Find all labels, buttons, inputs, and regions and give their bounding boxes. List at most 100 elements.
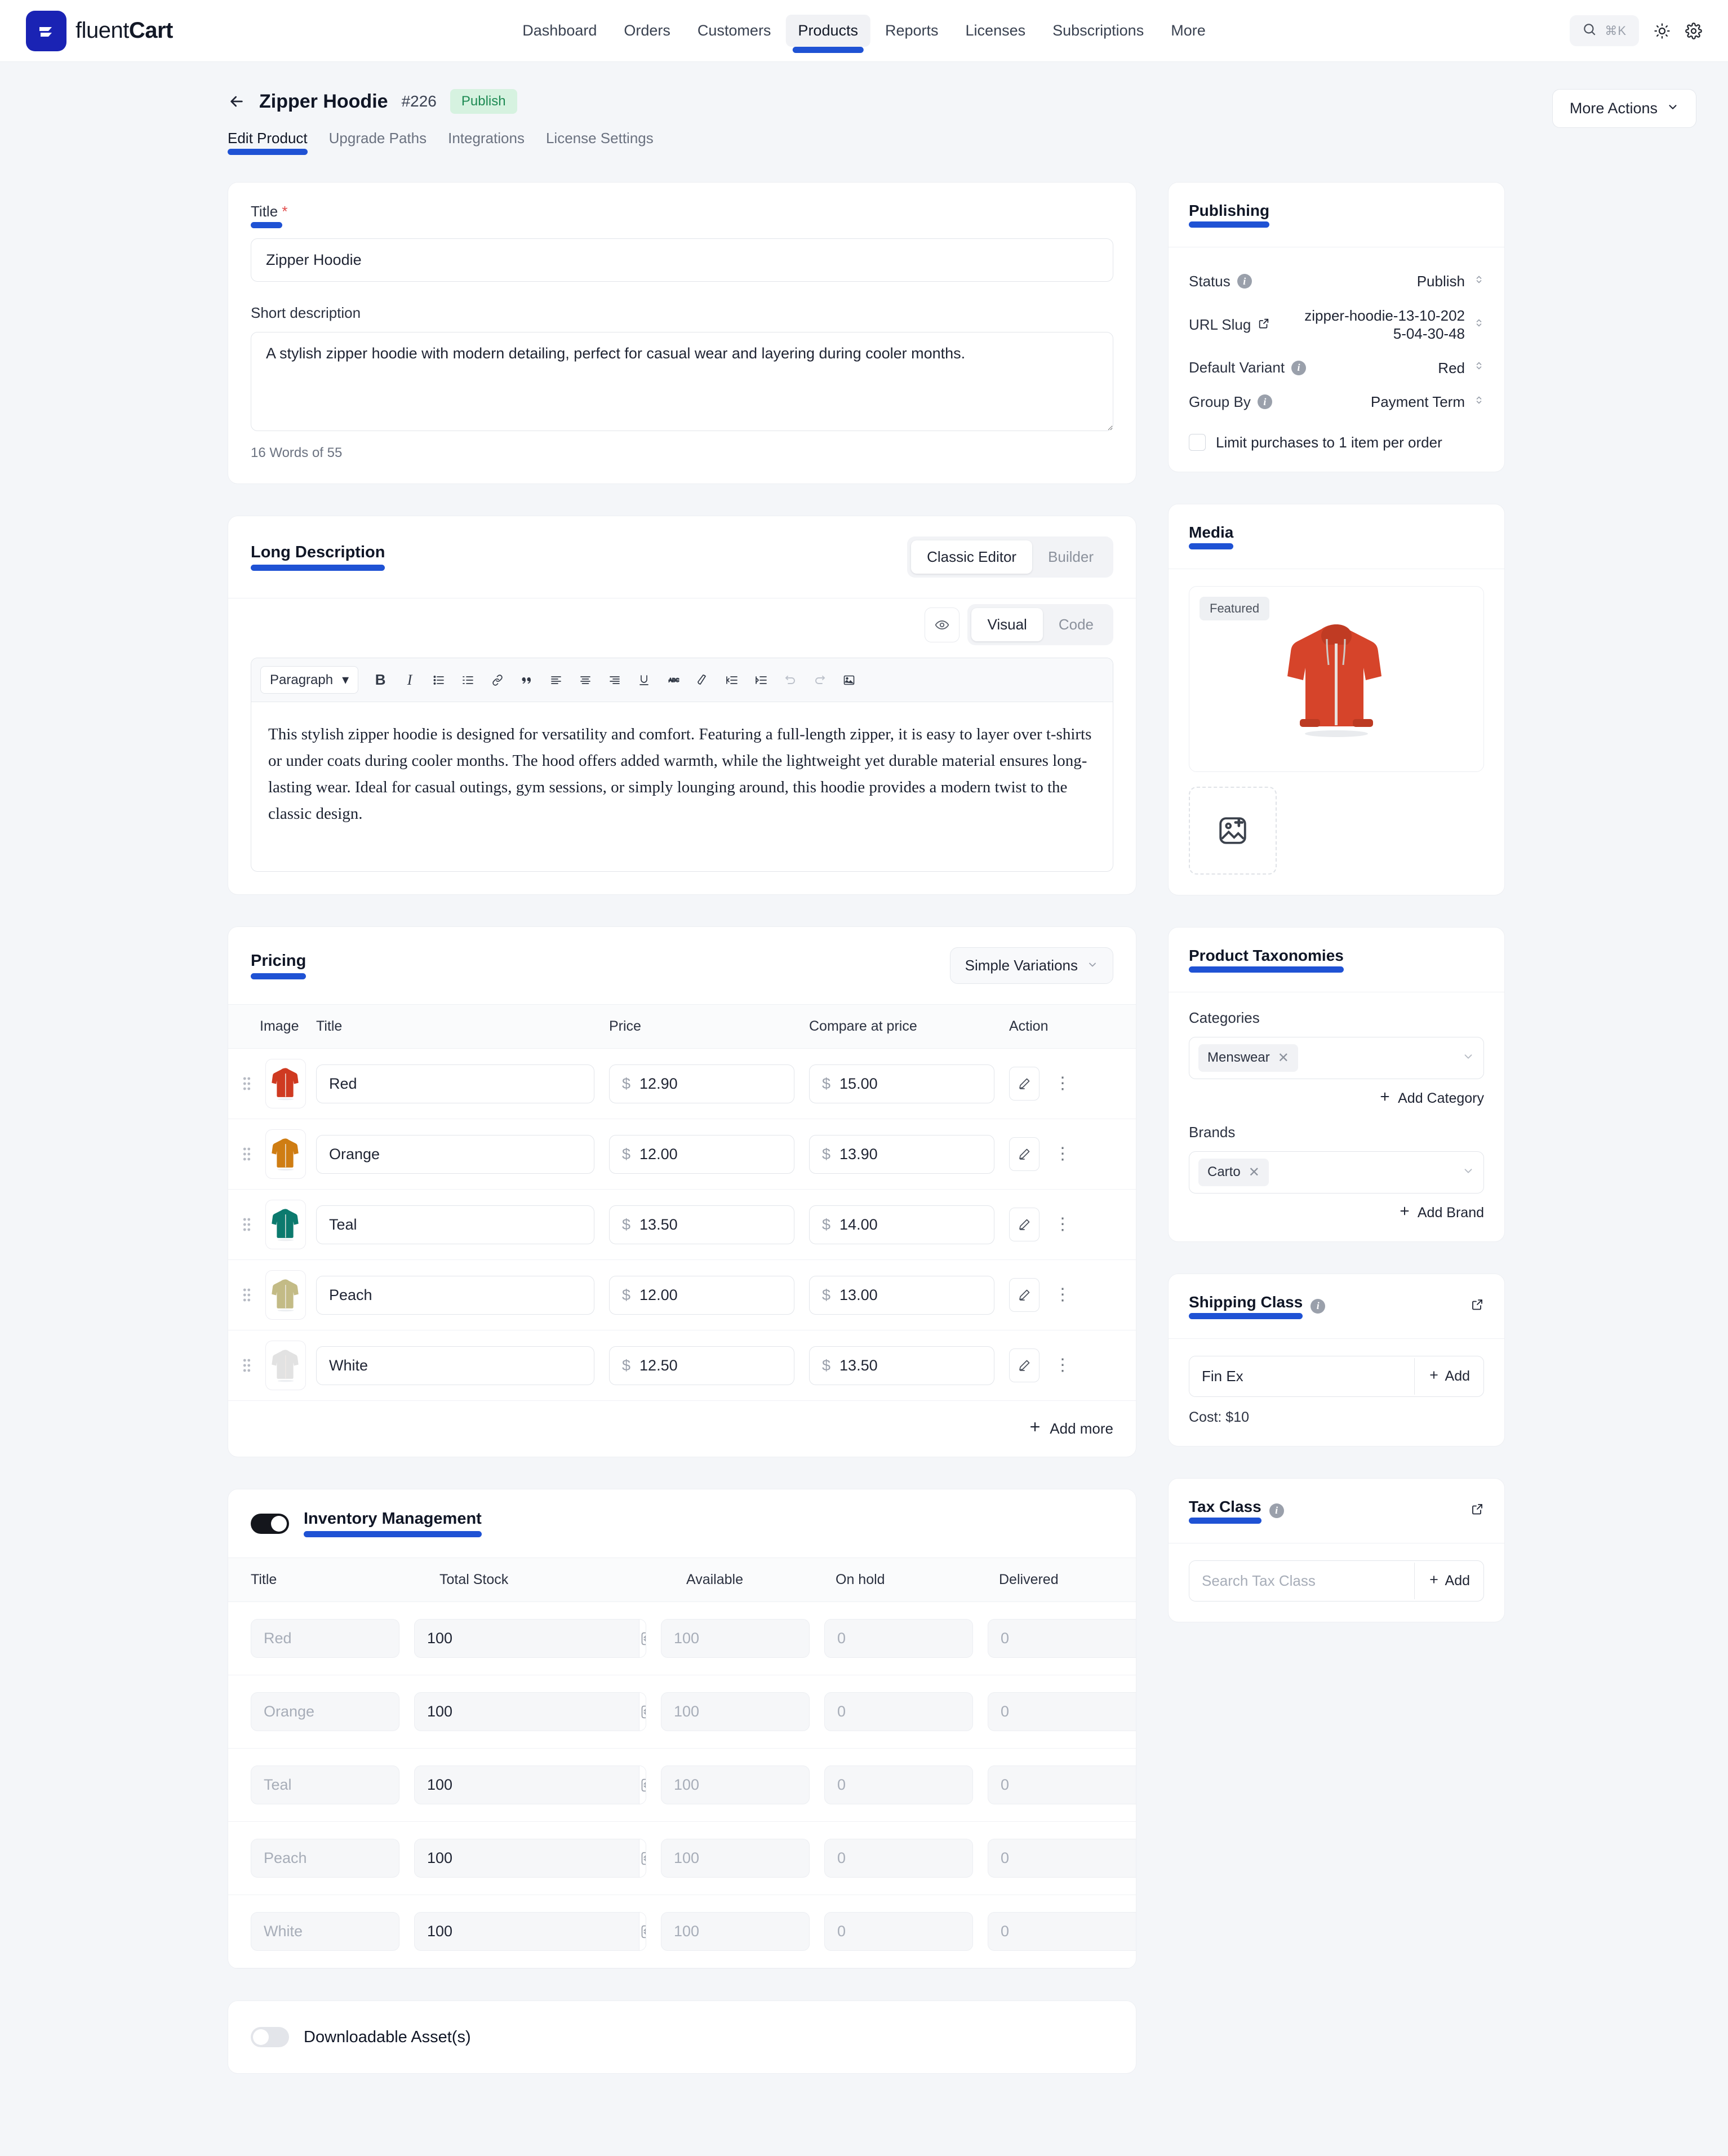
edit-variant-icon[interactable] (1009, 1137, 1040, 1171)
add-brand-button[interactable]: Add Brand (1189, 1205, 1484, 1221)
outdent-icon[interactable] (719, 667, 745, 693)
variant-compare-input[interactable] (839, 1276, 981, 1314)
drag-handle-icon[interactable] (228, 1146, 265, 1163)
variant-price-field[interactable]: $ (609, 1064, 794, 1103)
visual-view-option[interactable]: Visual (971, 608, 1043, 641)
variant-title-input[interactable] (316, 1275, 594, 1315)
variant-compare-field[interactable]: $ (809, 1275, 994, 1315)
total-stock-field[interactable] (414, 1839, 646, 1878)
nav-item-dashboard[interactable]: Dashboard (522, 22, 597, 39)
editor-content-area[interactable]: This stylish zipper hoodie is designed f… (251, 702, 1113, 871)
tab-edit-product[interactable]: Edit Product (228, 130, 308, 155)
nav-item-orders[interactable]: Orders (624, 22, 670, 39)
total-stock-field[interactable] (414, 1765, 646, 1804)
align-right-icon[interactable] (602, 667, 628, 693)
variant-price-field[interactable]: $ (609, 1346, 794, 1385)
total-stock-field[interactable] (414, 1619, 646, 1658)
total-stock-input[interactable] (415, 1839, 639, 1877)
stock-stepper-icon[interactable] (639, 1913, 646, 1950)
stock-stepper-icon[interactable] (639, 1839, 646, 1877)
variant-kebab-menu-icon[interactable]: ⋮ (1054, 1144, 1071, 1163)
variant-compare-input[interactable] (839, 1346, 981, 1385)
add-category-button[interactable]: Add Category (1189, 1090, 1484, 1107)
short-description-textarea[interactable]: A stylish zipper hoodie with modern deta… (251, 332, 1113, 431)
variant-thumbnail[interactable] (265, 1059, 306, 1108)
redo-icon[interactable] (807, 667, 833, 693)
variant-thumbnail[interactable] (265, 1341, 306, 1390)
variant-compare-field[interactable]: $ (809, 1134, 994, 1174)
variant-compare-field[interactable]: $ (809, 1205, 994, 1244)
tax-add-button[interactable]: Add (1414, 1562, 1483, 1599)
variant-thumbnail[interactable] (265, 1200, 306, 1249)
variant-compare-input[interactable] (839, 1064, 981, 1103)
remove-category-icon[interactable]: ✕ (1277, 1050, 1289, 1066)
external-link-icon[interactable] (1258, 316, 1270, 334)
variant-title-input[interactable] (316, 1134, 594, 1174)
featured-media-item[interactable]: Featured (1189, 585, 1484, 772)
paragraph-format-select[interactable]: Paragraph ▾ (260, 666, 359, 694)
strikethrough-icon[interactable]: ABC (660, 667, 686, 693)
default-variant-select[interactable]: Red (1438, 359, 1484, 378)
tax-external-link-icon[interactable] (1471, 1502, 1484, 1519)
align-center-icon[interactable] (572, 667, 598, 693)
code-view-option[interactable]: Code (1058, 616, 1094, 633)
status-select[interactable]: Publish (1417, 272, 1484, 291)
inventory-management-toggle[interactable] (251, 1513, 289, 1534)
add-more-variation-button[interactable]: Add more (228, 1401, 1136, 1457)
stock-stepper-icon[interactable] (639, 1620, 646, 1657)
info-icon[interactable]: i (1257, 394, 1272, 410)
align-left-icon[interactable] (543, 667, 569, 693)
downloadable-assets-toggle[interactable] (251, 2027, 289, 2047)
brands-select[interactable]: Carto ✕ (1189, 1151, 1484, 1194)
blockquote-icon[interactable] (514, 667, 540, 693)
total-stock-field[interactable] (414, 1912, 646, 1951)
remove-brand-icon[interactable]: ✕ (1248, 1164, 1260, 1180)
back-arrow-icon[interactable] (228, 92, 246, 110)
builder-option[interactable]: Builder (1048, 548, 1094, 565)
variant-price-input[interactable] (639, 1135, 781, 1173)
total-stock-input[interactable] (415, 1913, 639, 1950)
insert-image-icon[interactable] (836, 667, 862, 693)
drag-handle-icon[interactable] (228, 1216, 265, 1233)
tab-upgrade-paths[interactable]: Upgrade Paths (328, 130, 427, 147)
variant-price-input[interactable] (639, 1346, 781, 1385)
total-stock-input[interactable] (415, 1620, 639, 1657)
theme-toggle-button[interactable] (1654, 23, 1671, 39)
clear-formatting-icon[interactable] (690, 667, 716, 693)
info-icon[interactable]: i (1237, 274, 1252, 289)
variant-price-input[interactable] (639, 1064, 781, 1103)
variant-compare-input[interactable] (839, 1135, 981, 1173)
shipping-class-input[interactable] (1189, 1356, 1414, 1396)
variant-thumbnail[interactable] (265, 1270, 306, 1320)
link-icon[interactable] (485, 667, 510, 693)
variant-price-field[interactable]: $ (609, 1134, 794, 1174)
variant-price-field[interactable]: $ (609, 1275, 794, 1315)
group-by-select[interactable]: Payment Term (1371, 393, 1484, 411)
underline-icon[interactable] (631, 667, 657, 693)
brand-logo[interactable]: fluentCart (26, 10, 173, 51)
preview-eye-icon[interactable] (925, 607, 960, 642)
variant-compare-field[interactable]: $ (809, 1346, 994, 1385)
variant-title-input[interactable] (316, 1346, 594, 1385)
stock-stepper-icon[interactable] (639, 1766, 646, 1804)
bold-icon[interactable]: B (375, 671, 386, 688)
edit-variant-icon[interactable] (1009, 1208, 1040, 1241)
add-media-button[interactable] (1189, 786, 1277, 875)
variant-price-input[interactable] (639, 1205, 781, 1244)
variant-price-input[interactable] (639, 1276, 781, 1314)
nav-item-reports[interactable]: Reports (885, 22, 939, 39)
settings-gear-button[interactable] (1685, 22, 1702, 39)
variant-price-field[interactable]: $ (609, 1205, 794, 1244)
search-button[interactable]: ⌘K (1570, 15, 1639, 46)
variant-kebab-menu-icon[interactable]: ⋮ (1054, 1215, 1071, 1234)
variation-mode-select[interactable]: Simple Variations (949, 947, 1113, 984)
nav-item-more[interactable]: More (1171, 22, 1206, 39)
indent-icon[interactable] (748, 667, 774, 693)
variant-kebab-menu-icon[interactable]: ⋮ (1054, 1074, 1071, 1093)
variant-compare-field[interactable]: $ (809, 1064, 994, 1103)
url-slug-select[interactable]: zipper-hoodie-13-10-2025-04-30-48 (1301, 307, 1484, 343)
variant-compare-input[interactable] (839, 1205, 981, 1244)
info-icon[interactable]: i (1269, 1503, 1284, 1518)
variant-kebab-menu-icon[interactable]: ⋮ (1054, 1285, 1071, 1304)
variant-title-input[interactable] (316, 1064, 594, 1103)
